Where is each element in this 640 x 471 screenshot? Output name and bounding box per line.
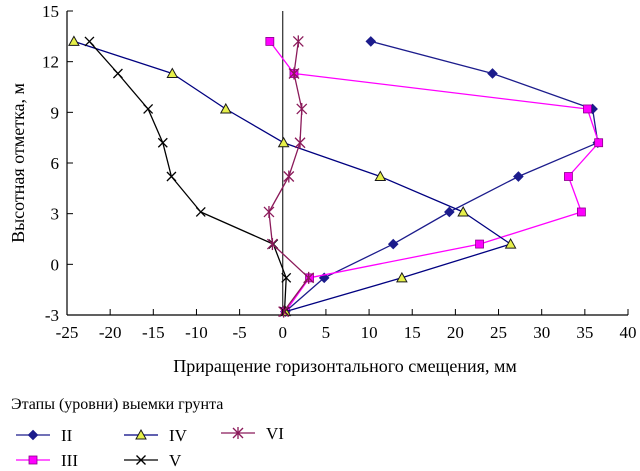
data-point <box>504 238 517 249</box>
data-point <box>513 171 524 182</box>
legend-swatch-marker <box>28 455 38 465</box>
legend-swatch-marker <box>135 428 147 440</box>
legend-title: Этапы (уровни) выемки грунта <box>11 396 223 413</box>
legend-label: III <box>61 451 78 470</box>
series-line-II <box>284 40 599 313</box>
ticks-layer: -25 -20 -15 -10 -5 0 5 10 15 20 25 30 35 40 -3 0 3 6 9 12 15 <box>42 2 637 342</box>
plot-frame <box>66 11 628 316</box>
data-point <box>84 36 95 47</box>
y-axis-title: Высотная отметка, м <box>8 83 28 243</box>
legend-entry-V: V <box>124 451 182 470</box>
data-point <box>576 207 586 217</box>
legend-entry-II: II <box>16 426 73 445</box>
x-tick-label: -25 <box>56 323 79 342</box>
y-tick-label: 0 <box>51 255 60 274</box>
y-tick-label: 3 <box>51 205 60 224</box>
series-line-III <box>269 41 600 312</box>
data-point <box>294 136 306 149</box>
data-point <box>475 239 484 249</box>
x-axis-title: Приращение горизонтального смещения, мм <box>173 356 516 376</box>
data-point <box>281 272 292 283</box>
data-point <box>288 67 300 80</box>
data-point <box>283 170 295 183</box>
x-tick-label: 10 <box>361 323 378 342</box>
legend-entry-VI: VI <box>221 424 284 443</box>
y-tick-label: 6 <box>51 154 60 173</box>
data-point <box>583 104 592 114</box>
y-tick-label: 15 <box>42 2 59 21</box>
data-point <box>68 35 80 46</box>
data-point <box>564 172 573 181</box>
data-point <box>265 37 275 46</box>
data-point <box>112 68 123 79</box>
data-point <box>365 36 377 47</box>
series-line-V <box>88 40 287 312</box>
x-tick-label: -20 <box>99 323 122 342</box>
x-tick-label: 0 <box>279 323 288 342</box>
y-tick-label: -3 <box>45 306 59 325</box>
legend-label: II <box>61 426 73 445</box>
data-point <box>219 102 232 114</box>
data-point <box>594 138 604 148</box>
x-tick-label: 25 <box>490 323 507 342</box>
series-IV <box>68 35 517 317</box>
series-III <box>265 37 604 317</box>
legend-entry-III: III <box>16 451 78 470</box>
data-point <box>396 271 408 283</box>
legend-swatch-marker <box>232 427 244 439</box>
legend-label: IV <box>169 426 188 445</box>
x-tick-label: 30 <box>533 323 550 342</box>
y-tick-label: 9 <box>51 103 60 122</box>
data-point <box>166 67 179 78</box>
data-point <box>318 272 330 284</box>
data-point <box>444 206 455 218</box>
x-tick-label: -15 <box>142 323 165 342</box>
x-tick-label: 35 <box>576 323 593 342</box>
data-point <box>487 68 498 79</box>
x-tick-label: -5 <box>233 323 247 342</box>
data-point <box>266 238 278 251</box>
data-point <box>303 271 315 284</box>
data-point <box>277 136 290 148</box>
x-tick-label: 20 <box>447 323 464 342</box>
data-point <box>457 205 470 217</box>
series-II <box>280 36 604 317</box>
legend-swatch-marker <box>136 455 146 465</box>
legend-label: V <box>169 451 182 470</box>
series-layer <box>68 35 604 318</box>
legend-swatch-marker <box>27 429 39 441</box>
data-point <box>195 207 206 217</box>
series-VI <box>263 35 315 318</box>
x-tick-label: -10 <box>185 323 208 342</box>
x-tick-label: 5 <box>322 323 331 342</box>
data-point <box>292 35 304 48</box>
data-point <box>374 170 387 182</box>
series-line-IV <box>73 40 512 313</box>
data-point <box>157 137 168 148</box>
data-point <box>166 171 177 182</box>
x-tick-label: 40 <box>620 323 637 342</box>
series-V <box>84 36 292 317</box>
data-point <box>278 305 290 318</box>
legend-entry-IV: IV <box>124 426 188 445</box>
data-point <box>143 103 154 114</box>
data-point <box>387 238 399 250</box>
y-tick-label: 12 <box>42 53 59 72</box>
x-tick-label: 15 <box>404 323 421 342</box>
data-point <box>296 102 308 115</box>
data-point <box>263 205 275 218</box>
legend-label: VI <box>266 424 284 443</box>
